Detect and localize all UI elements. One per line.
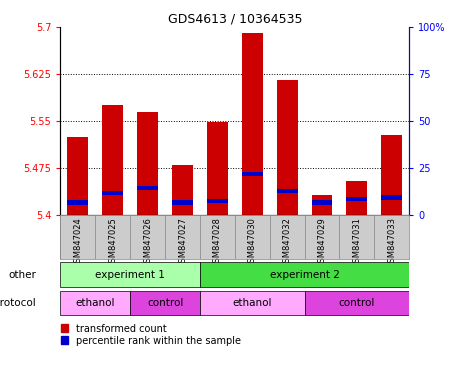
Bar <box>172 200 193 205</box>
Bar <box>172 165 193 215</box>
Bar <box>95 215 130 259</box>
Bar <box>277 80 298 215</box>
Bar <box>207 122 228 215</box>
Bar <box>381 136 402 215</box>
Bar <box>102 191 123 195</box>
Bar <box>60 263 200 286</box>
Text: GSM847032: GSM847032 <box>283 217 292 268</box>
Legend: transformed count, percentile rank within the sample: transformed count, percentile rank withi… <box>60 324 241 346</box>
Bar <box>60 291 130 316</box>
Text: protocol: protocol <box>0 298 36 308</box>
Bar <box>305 291 409 316</box>
Bar <box>200 291 305 316</box>
Bar <box>312 195 332 215</box>
Bar <box>130 215 165 259</box>
Text: control: control <box>339 298 375 308</box>
Text: GSM847029: GSM847029 <box>318 217 326 268</box>
Text: GSM847031: GSM847031 <box>352 217 361 268</box>
Bar <box>200 263 409 286</box>
Text: GSM847024: GSM847024 <box>73 217 82 268</box>
Bar <box>67 200 88 205</box>
Bar <box>235 215 270 259</box>
Text: ethanol: ethanol <box>232 298 272 308</box>
Bar <box>381 195 402 200</box>
Text: control: control <box>147 298 183 308</box>
Text: GSM847027: GSM847027 <box>178 217 187 268</box>
Bar <box>242 172 263 177</box>
Bar <box>312 200 332 205</box>
Bar <box>339 215 374 259</box>
Text: GSM847030: GSM847030 <box>248 217 257 268</box>
Bar <box>346 180 367 215</box>
Bar <box>67 137 88 215</box>
Bar <box>102 105 123 215</box>
Bar <box>200 215 235 259</box>
Bar <box>270 215 305 259</box>
Text: GSM847025: GSM847025 <box>108 217 117 268</box>
Bar <box>60 215 95 259</box>
Text: experiment 1: experiment 1 <box>95 270 165 280</box>
Text: experiment 2: experiment 2 <box>270 270 339 280</box>
Bar <box>130 291 200 316</box>
Text: other: other <box>8 270 36 280</box>
Bar <box>305 215 339 259</box>
Text: ethanol: ethanol <box>76 298 115 308</box>
Bar <box>346 197 367 201</box>
Text: GSM847033: GSM847033 <box>387 217 396 268</box>
Text: GSM847028: GSM847028 <box>213 217 222 268</box>
Bar <box>137 186 158 190</box>
Title: GDS4613 / 10364535: GDS4613 / 10364535 <box>167 13 302 26</box>
Bar <box>277 189 298 194</box>
Bar <box>165 215 200 259</box>
Text: GSM847026: GSM847026 <box>143 217 152 268</box>
Bar <box>242 33 263 215</box>
Bar <box>374 215 409 259</box>
Bar <box>207 199 228 204</box>
Bar <box>137 111 158 215</box>
